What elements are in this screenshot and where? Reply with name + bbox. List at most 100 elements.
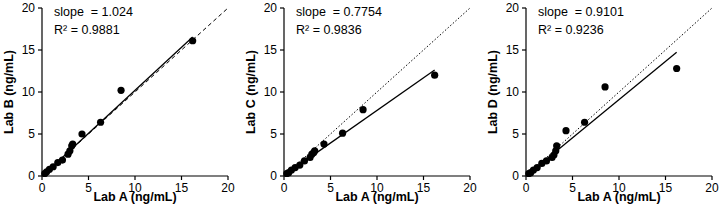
slope-label: slope = — [538, 5, 586, 19]
y-axis-label: Lab D (ng/mL) — [486, 50, 500, 134]
r2-annotation: R² = 0.9836 — [296, 23, 362, 37]
x-tick-label: 0 — [281, 181, 288, 195]
slope-annotation: slope = 0.9101 — [538, 5, 624, 19]
point — [97, 119, 104, 126]
y-tick-label: 10 — [506, 85, 520, 99]
figure: 0 5 10 15 20 0 5 10 15 20 Lab A (ng/mL) Lab B (ng/m… — [0, 0, 723, 206]
y-tick-label: 0 — [28, 169, 35, 183]
x-tick — [711, 176, 712, 180]
r2-annotation: R² = 0.9881 — [54, 23, 120, 37]
fit-line — [287, 70, 435, 174]
x-tick-label: 20 — [705, 181, 719, 195]
y-tick — [280, 133, 284, 134]
r2-label: R² = — [538, 23, 565, 37]
y-tick — [522, 91, 526, 92]
r2-annotation: R² = 0.9236 — [538, 23, 604, 37]
identity-line — [284, 8, 470, 176]
y-tick-label: 15 — [506, 43, 520, 57]
x-tick — [227, 176, 228, 180]
y-tick — [38, 49, 42, 50]
r2-value: 0.9236 — [565, 23, 603, 37]
x-tick — [283, 176, 284, 180]
y-tick-label: 20 — [506, 1, 520, 15]
y-tick-label: 15 — [264, 43, 278, 57]
x-tick-label: 5 — [327, 181, 334, 195]
point — [69, 140, 76, 147]
slope-annotation: slope = 1.024 — [54, 5, 133, 19]
point — [581, 119, 588, 126]
y-axis-label: Lab C (ng/mL) — [244, 50, 258, 134]
y-tick-label: 0 — [270, 169, 277, 183]
r2-label: R² = — [296, 23, 323, 37]
y-tick-label: 5 — [270, 127, 277, 141]
slope-annotation: slope = 0.7754 — [296, 5, 382, 19]
x-tick-label: 5 — [85, 181, 92, 195]
x-axis-label: Lab A (ng/mL) — [93, 190, 176, 204]
y-axis-label: Lab B (ng/mL) — [2, 50, 16, 134]
identity-line — [526, 8, 712, 176]
x-tick-label: 5 — [569, 181, 576, 195]
x-tick-label: 0 — [39, 181, 46, 195]
r2-label: R² = — [54, 23, 81, 37]
y-tick — [38, 91, 42, 92]
point — [59, 156, 66, 163]
x-tick — [88, 176, 89, 180]
y-tick-label: 20 — [264, 1, 278, 15]
x-tick — [469, 176, 470, 180]
slope-label: slope = — [54, 5, 102, 19]
y-tick-label: 15 — [22, 43, 36, 57]
panel: 0510152005101520Lab A (ng/mL)Lab D (ng/m… — [486, 1, 719, 204]
y-tick — [280, 175, 284, 176]
point — [320, 140, 327, 147]
x-tick — [525, 176, 526, 180]
x-tick — [618, 176, 619, 180]
slope-value: 1.024 — [102, 5, 133, 19]
y-tick — [38, 133, 42, 134]
point — [311, 147, 318, 154]
plot-area — [41, 8, 228, 177]
fit-line — [45, 37, 193, 174]
x-tick-label: 15 — [659, 181, 673, 195]
y-tick-label: 10 — [264, 85, 278, 99]
y-tick-label: 5 — [28, 127, 35, 141]
y-tick — [38, 7, 42, 8]
y-tick — [38, 175, 42, 176]
point — [601, 83, 608, 90]
y-tick — [280, 91, 284, 92]
x-tick — [423, 176, 424, 180]
x-tick — [665, 176, 666, 180]
x-axis-label: Lab A (ng/mL) — [335, 190, 418, 204]
point — [189, 37, 196, 44]
x-tick-label: 20 — [221, 181, 235, 195]
y-tick-label: 10 — [22, 85, 36, 99]
x-tick — [181, 176, 182, 180]
point — [562, 127, 569, 134]
slope-value: 0.7754 — [344, 5, 382, 19]
point — [339, 130, 346, 137]
x-axis-label: Lab A (ng/mL) — [577, 190, 660, 204]
x-tick — [330, 176, 331, 180]
y-tick — [280, 7, 284, 8]
plot-area — [283, 8, 470, 177]
y-tick — [522, 133, 526, 134]
point — [431, 72, 438, 79]
r2-value: 0.9881 — [81, 23, 119, 37]
point — [359, 106, 366, 113]
slope-value: 0.9101 — [586, 5, 624, 19]
y-tick-label: 0 — [512, 169, 519, 183]
point — [78, 130, 85, 137]
r2-value: 0.9836 — [323, 23, 361, 37]
y-tick-label: 5 — [512, 127, 519, 141]
x-tick-label: 15 — [175, 181, 189, 195]
x-tick-label: 15 — [417, 181, 431, 195]
y-tick — [280, 49, 284, 50]
x-tick-label: 20 — [463, 181, 477, 195]
plot-area — [525, 8, 712, 177]
x-tick — [41, 176, 42, 180]
x-tick — [376, 176, 377, 180]
x-tick — [134, 176, 135, 180]
slope-label: slope = — [296, 5, 344, 19]
y-tick — [522, 7, 526, 8]
point — [553, 142, 560, 149]
x-tick — [572, 176, 573, 180]
